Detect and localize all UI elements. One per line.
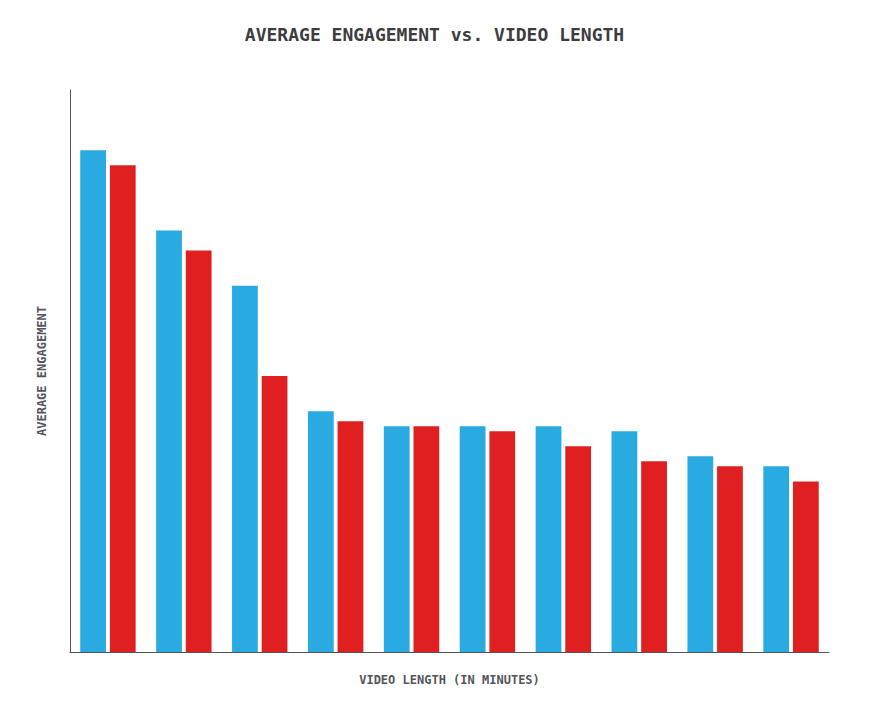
svg-text:AVERAGE ENGAGEMENT: AVERAGE ENGAGEMENT (35, 306, 49, 436)
svg-text:VIDEO LENGTH (IN MINUTES): VIDEO LENGTH (IN MINUTES) (359, 673, 540, 687)
svg-text:AVERAGE ENGAGEMENT vs. VIDEO L: AVERAGE ENGAGEMENT vs. VIDEO LENGTH (245, 24, 624, 45)
